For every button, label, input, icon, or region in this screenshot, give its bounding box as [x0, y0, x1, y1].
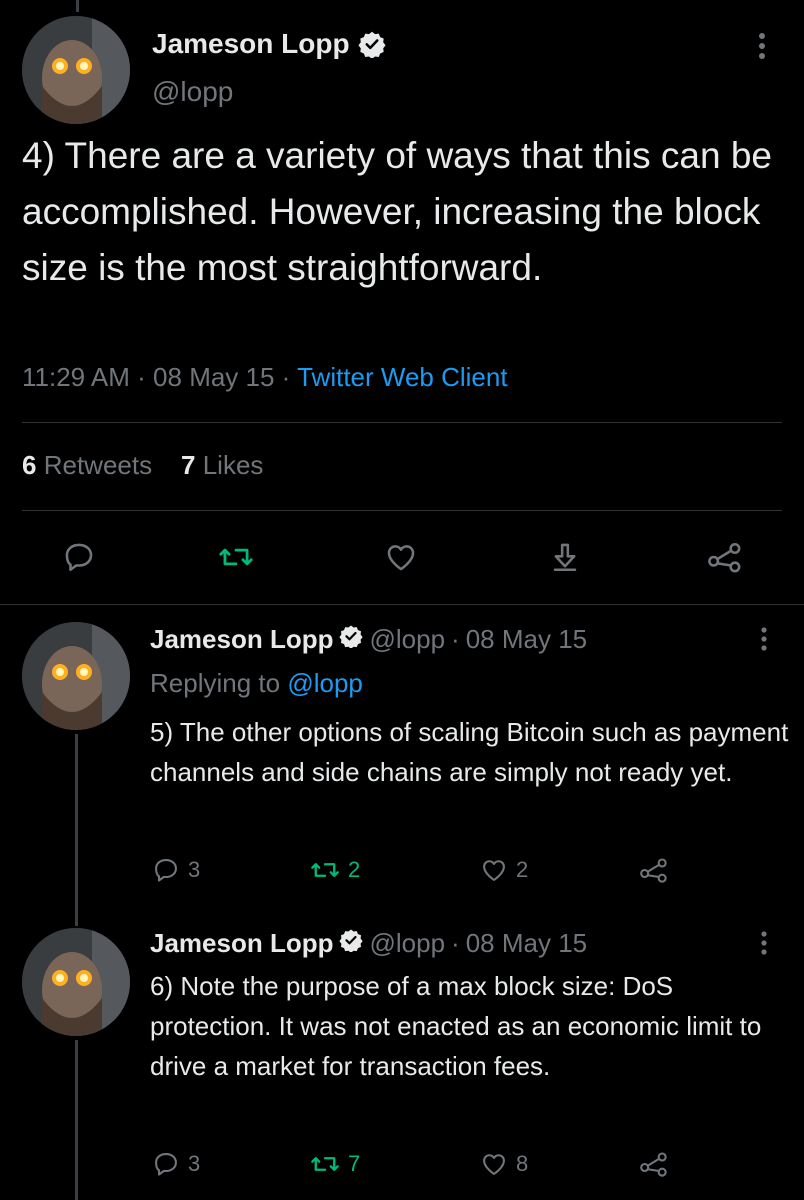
- retweet-count: 7: [348, 1151, 361, 1176]
- replying-to-label: Replying to: [150, 668, 281, 698]
- retweets-count: 6: [22, 450, 37, 480]
- retweet-icon: [310, 1150, 340, 1178]
- retweet-button[interactable]: 7: [310, 1150, 360, 1178]
- retweets-stat[interactable]: 6 Retweets: [22, 450, 152, 480]
- tweet-text: 5) The other options of scaling Bitcoin …: [150, 717, 789, 787]
- likes-stat[interactable]: 7 Likes: [181, 450, 263, 480]
- divider: [22, 510, 782, 511]
- likes-label: Likes: [202, 450, 264, 480]
- author-name[interactable]: Jameson Lopp: [150, 624, 334, 654]
- author-handle[interactable]: @lopp: [369, 928, 446, 958]
- avatar[interactable]: [22, 928, 130, 1036]
- like-count: 2: [516, 857, 529, 882]
- reply-icon: [152, 1150, 180, 1178]
- tweet-client[interactable]: Twitter Web Client: [297, 362, 508, 392]
- verified-badge-icon: [339, 624, 364, 655]
- share-button[interactable]: [638, 856, 670, 884]
- separator: ·: [451, 624, 460, 654]
- author-name[interactable]: Jameson Lopp: [150, 928, 334, 958]
- retweet-count: 2: [348, 857, 361, 882]
- reply-header: Jameson Lopp @lopp · 08 May 15: [150, 928, 587, 959]
- share-icon: [706, 540, 744, 574]
- avatar[interactable]: [22, 622, 130, 730]
- like-icon: [384, 540, 418, 574]
- reply-button[interactable]: 3: [152, 1150, 200, 1178]
- divider: [0, 604, 804, 605]
- tweet-date[interactable]: 08 May 15: [153, 362, 275, 392]
- share-button[interactable]: [706, 540, 744, 574]
- retweet-button[interactable]: 2: [310, 856, 360, 884]
- tweet-text: 4) There are a variety of ways that this…: [22, 135, 772, 288]
- more-options-icon[interactable]: [758, 930, 770, 961]
- reply-count: 3: [188, 1151, 201, 1176]
- share-button[interactable]: [638, 1150, 670, 1178]
- reply-icon: [152, 856, 180, 884]
- like-button[interactable]: 8: [480, 1150, 528, 1178]
- divider: [22, 422, 782, 423]
- like-count: 8: [516, 1151, 529, 1176]
- share-icon: [638, 1150, 670, 1178]
- like-button[interactable]: [384, 540, 418, 574]
- verified-badge-icon: [339, 928, 364, 959]
- tweet-metadata: 11:29 AM · 08 May 15 · Twitter Web Clien…: [22, 362, 508, 393]
- tweet-date[interactable]: 08 May 15: [465, 928, 588, 958]
- author-handle[interactable]: @lopp: [152, 76, 234, 107]
- retweets-label: Retweets: [43, 450, 153, 480]
- avatar[interactable]: [22, 16, 130, 124]
- bookmark-icon: [548, 540, 582, 574]
- like-icon: [480, 1150, 508, 1178]
- author-name-text: Jameson Lopp: [152, 28, 350, 59]
- more-options-icon[interactable]: [754, 32, 770, 65]
- like-icon: [480, 856, 508, 884]
- retweet-button[interactable]: [218, 540, 254, 574]
- retweet-icon: [218, 540, 254, 574]
- tweet-stats: 6 Retweets 7 Likes: [22, 450, 263, 481]
- separator: ·: [451, 928, 460, 958]
- share-icon: [638, 856, 670, 884]
- likes-count: 7: [181, 450, 196, 480]
- author-name[interactable]: Jameson Lopp: [152, 28, 386, 60]
- tweet-text: 6) Note the purpose of a max block size:…: [150, 971, 762, 1081]
- separator: ·: [274, 362, 298, 392]
- reply-button[interactable]: [62, 540, 96, 574]
- reply-icon: [62, 540, 96, 574]
- author-handle[interactable]: @lopp: [369, 624, 446, 654]
- tweet-date[interactable]: 08 May 15: [465, 624, 588, 654]
- separator: ·: [129, 362, 154, 392]
- replying-to-handle[interactable]: @lopp: [287, 668, 363, 698]
- reply-button[interactable]: 3: [152, 856, 200, 884]
- verified-badge-icon: [358, 30, 386, 58]
- replying-to: Replying to @lopp: [150, 668, 363, 699]
- reply-header: Jameson Lopp @lopp · 08 May 15: [150, 624, 587, 655]
- more-options-icon[interactable]: [758, 626, 770, 657]
- like-button[interactable]: 2: [480, 856, 528, 884]
- tweet-time[interactable]: 11:29 AM: [22, 362, 130, 392]
- thread-line: [75, 1040, 78, 1200]
- reply-count: 3: [188, 857, 201, 882]
- thread-line: [76, 0, 79, 12]
- retweet-icon: [310, 856, 340, 884]
- thread-line: [75, 734, 78, 926]
- bookmark-button[interactable]: [548, 540, 582, 574]
